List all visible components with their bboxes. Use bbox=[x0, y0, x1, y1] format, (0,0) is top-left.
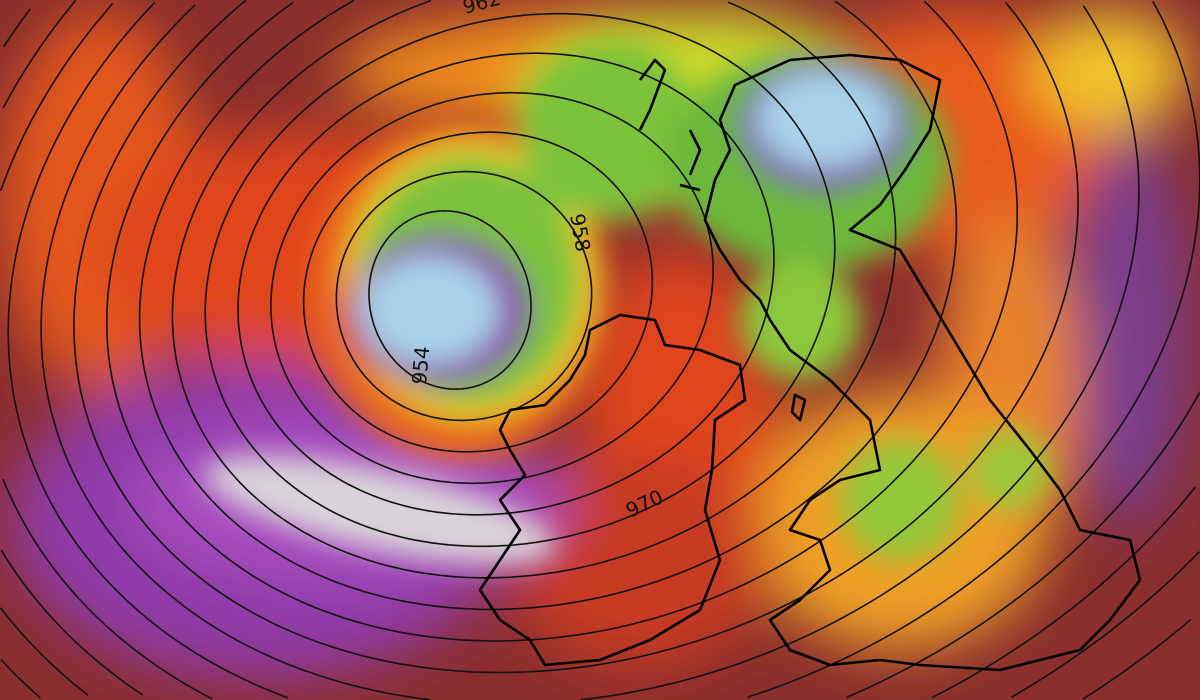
coast-ireland bbox=[478, 313, 747, 667]
isobar-line bbox=[302, 131, 654, 453]
coast-great-britain bbox=[703, 53, 1142, 672]
coast-hebrides bbox=[638, 58, 702, 192]
isobar-line bbox=[237, 52, 775, 516]
isobar-line bbox=[106, 0, 1018, 642]
wind-field bbox=[0, 10, 1190, 680]
isobar-label-954: 954 bbox=[407, 345, 434, 385]
isobar-line bbox=[40, 4, 1140, 700]
isobar-line bbox=[335, 170, 593, 422]
isobar-line bbox=[73, 0, 1079, 674]
isobar-line bbox=[0, 3, 1200, 700]
isobar-line bbox=[204, 12, 836, 548]
isobar-line bbox=[171, 0, 897, 579]
coastline bbox=[478, 53, 1142, 672]
isobar-line bbox=[0, 8, 1200, 699]
coast-isle-of-man bbox=[790, 393, 807, 422]
isobar-line bbox=[0, 618, 1192, 700]
isobar-line bbox=[270, 91, 714, 485]
isobar-line bbox=[368, 210, 532, 390]
